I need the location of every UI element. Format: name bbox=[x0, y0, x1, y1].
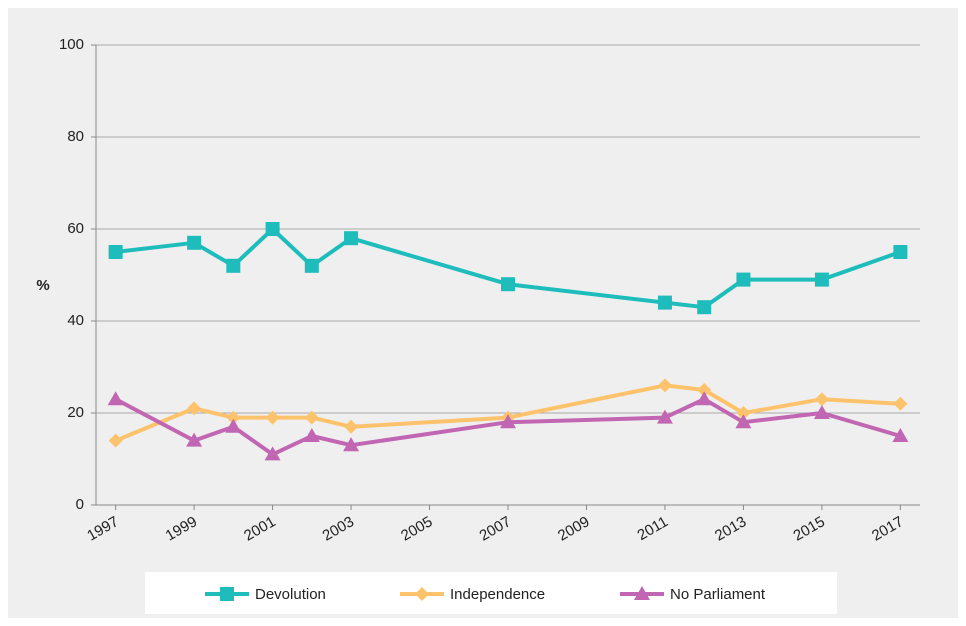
y-tick-label: 20 bbox=[67, 404, 84, 421]
marker bbox=[187, 401, 202, 416]
marker bbox=[501, 277, 515, 292]
marker bbox=[303, 428, 320, 442]
marker bbox=[814, 272, 829, 287]
marker bbox=[226, 258, 241, 273]
legend-marker bbox=[415, 587, 429, 601]
marker bbox=[893, 245, 908, 259]
series-line bbox=[114, 397, 901, 457]
marker bbox=[226, 410, 241, 425]
legend-box bbox=[145, 572, 837, 614]
legend-marker bbox=[220, 587, 234, 601]
marker bbox=[735, 414, 752, 429]
chart-background bbox=[8, 8, 958, 618]
y-tick-label: 0 bbox=[76, 496, 84, 513]
marker bbox=[304, 258, 319, 273]
y-tick-label: 40 bbox=[67, 312, 84, 329]
marker bbox=[697, 383, 712, 397]
marker bbox=[657, 378, 672, 393]
marker bbox=[265, 222, 280, 236]
legend-marker bbox=[634, 586, 650, 600]
legend-label: No Parliament bbox=[670, 586, 766, 603]
marker bbox=[107, 391, 124, 406]
marker bbox=[657, 295, 672, 310]
marker bbox=[108, 433, 123, 448]
marker bbox=[696, 391, 713, 406]
marker bbox=[814, 392, 829, 407]
series-line bbox=[114, 383, 901, 443]
marker bbox=[343, 437, 360, 452]
marker bbox=[736, 406, 751, 420]
marker bbox=[697, 300, 712, 315]
marker bbox=[813, 405, 830, 419]
y-tick-label: 80 bbox=[67, 128, 84, 145]
y-tick-label: 60 bbox=[67, 220, 84, 237]
legend-label: Devolution bbox=[255, 586, 326, 603]
marker bbox=[656, 409, 673, 424]
marker bbox=[892, 428, 909, 442]
marker bbox=[225, 418, 242, 433]
marker bbox=[736, 272, 751, 287]
marker bbox=[500, 414, 516, 429]
marker bbox=[344, 231, 359, 246]
marker bbox=[186, 432, 203, 447]
marker bbox=[264, 446, 281, 461]
legend-label: Independence bbox=[450, 586, 545, 603]
marker bbox=[108, 245, 123, 259]
marker bbox=[304, 410, 319, 425]
y-axis-label: % bbox=[36, 277, 49, 294]
y-tick-label: 100 bbox=[59, 36, 84, 53]
marker bbox=[187, 235, 202, 250]
marker bbox=[265, 410, 280, 425]
marker bbox=[344, 419, 359, 434]
marker bbox=[893, 396, 908, 411]
